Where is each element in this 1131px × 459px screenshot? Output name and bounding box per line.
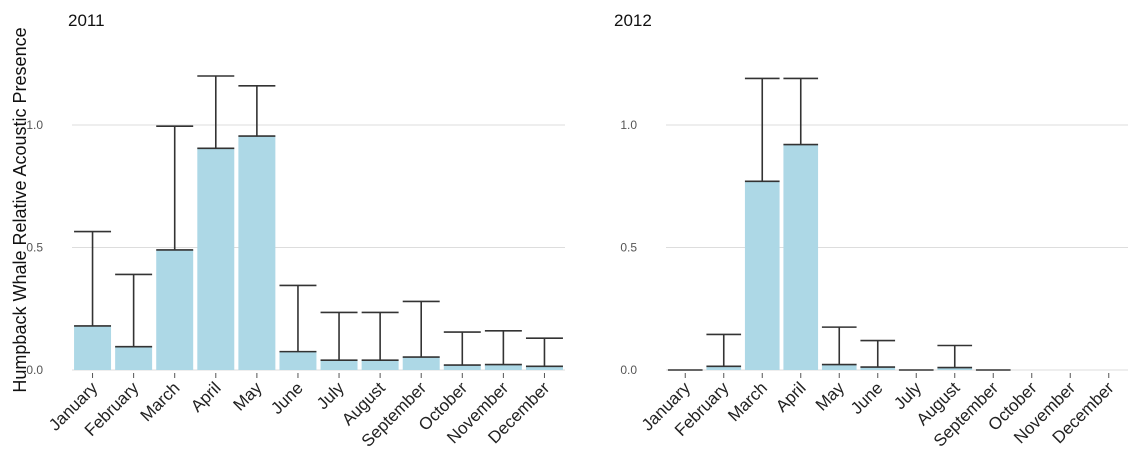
x-tick-label: May	[230, 378, 266, 414]
bar	[484, 364, 522, 370]
y-tick-label: 1.0	[620, 118, 637, 132]
bar	[402, 357, 440, 370]
bar	[279, 351, 317, 370]
x-tick-label: April	[187, 378, 224, 415]
bar	[525, 366, 563, 370]
bar	[361, 360, 399, 370]
y-tick-label: 0.0	[26, 363, 43, 377]
x-tick-label: July	[313, 378, 348, 413]
bar	[783, 144, 819, 370]
bar	[706, 366, 742, 370]
bar	[937, 367, 973, 370]
bar	[238, 136, 276, 370]
y-axis-label: Humpback Whale Relative Acoustic Presenc…	[10, 27, 30, 392]
x-tick-label: April	[772, 378, 809, 415]
x-tick-label: June	[847, 378, 887, 418]
bar	[197, 148, 235, 370]
y-tick-label: 0.5	[26, 241, 43, 255]
x-tick-label: June	[267, 378, 307, 418]
bar	[821, 364, 857, 370]
y-tick-label: 0.5	[620, 241, 637, 255]
bar	[115, 346, 153, 370]
bar	[443, 365, 481, 370]
bar	[156, 249, 194, 370]
bar	[744, 181, 780, 370]
y-tick-label: 0.0	[620, 363, 637, 377]
bar	[860, 367, 896, 370]
x-tick-label: March	[724, 378, 771, 425]
y-tick-label: 1.0	[26, 118, 43, 132]
bar	[320, 360, 358, 370]
panel-title: 2012	[614, 11, 652, 30]
x-tick-label: May	[812, 378, 848, 414]
x-tick-label: March	[137, 378, 184, 425]
bar	[74, 325, 112, 370]
panel-title: 2011	[68, 11, 105, 30]
